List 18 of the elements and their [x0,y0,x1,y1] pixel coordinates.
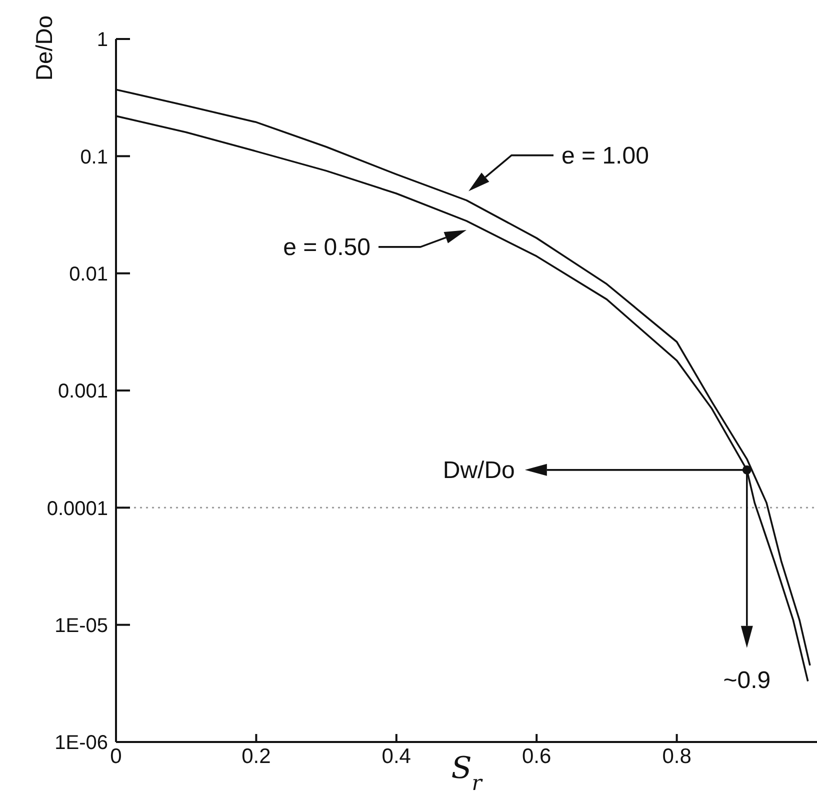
y-axis-title: De/Do [31,15,57,81]
legend-label: e = 1.00 [562,142,649,170]
x-tick-label: 0.4 [382,744,412,768]
x-axis-title: S$_{r}$ [451,751,484,795]
y-tick-label: 1E-06 [54,732,108,754]
y-tick-label: 0.001 [58,380,108,403]
x-tick-label: 0 [110,744,122,768]
y-tick-label: 1E-05 [54,614,108,637]
series-label: e = 0.50 [283,234,370,261]
annotation: ~0.9 [723,666,771,694]
y-tick-label: 0.01 [69,263,108,286]
annotation: Dw/Do [442,456,515,484]
y-tick-label: 0.0001 [46,498,108,520]
y-tick-label: 0.1 [80,146,108,168]
x-tick-label: 0.8 [662,744,692,768]
x-tick-label: 0.6 [522,744,552,768]
y-tick-label: 1 [96,29,108,52]
x-tick-label: 0.2 [242,744,271,768]
